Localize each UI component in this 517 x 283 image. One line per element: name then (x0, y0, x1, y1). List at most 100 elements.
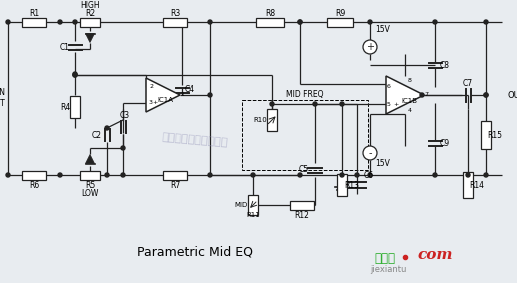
Text: 7: 7 (424, 93, 428, 98)
Circle shape (484, 93, 488, 97)
Text: 2: 2 (149, 85, 153, 89)
Bar (163, 170, 187, 179)
Circle shape (251, 173, 255, 177)
Text: IC1B: IC1B (401, 98, 417, 104)
Polygon shape (85, 155, 95, 164)
Text: C3: C3 (120, 112, 130, 121)
Text: HIGH: HIGH (80, 1, 100, 10)
Bar (163, 18, 187, 27)
Text: R11: R11 (246, 212, 260, 218)
Circle shape (298, 20, 302, 24)
Circle shape (105, 173, 109, 177)
Circle shape (484, 173, 488, 177)
Circle shape (433, 173, 437, 177)
Circle shape (420, 93, 424, 97)
Text: R6: R6 (29, 181, 39, 190)
Text: R12: R12 (295, 211, 310, 220)
Circle shape (313, 102, 317, 106)
Circle shape (466, 173, 470, 177)
Text: R14: R14 (469, 181, 484, 190)
Text: 6: 6 (387, 83, 391, 89)
Circle shape (208, 93, 212, 97)
Text: +: + (393, 102, 398, 106)
Text: 15V: 15V (375, 158, 390, 168)
Text: R2: R2 (85, 8, 95, 18)
Circle shape (73, 72, 77, 76)
Circle shape (6, 173, 10, 177)
Text: Parametric Mid EQ: Parametric Mid EQ (137, 245, 253, 258)
Text: R8: R8 (265, 8, 275, 18)
Text: IC1A: IC1A (157, 97, 173, 103)
Text: MID: MID (234, 202, 248, 208)
Bar (22, 18, 46, 27)
Text: C2: C2 (92, 130, 102, 140)
Text: C8: C8 (440, 61, 450, 70)
Text: +: + (152, 100, 157, 106)
Circle shape (484, 20, 488, 24)
Text: OUT: OUT (507, 91, 517, 100)
Text: R5: R5 (85, 181, 95, 190)
Circle shape (368, 20, 372, 24)
Text: MID FREQ: MID FREQ (286, 91, 324, 100)
Text: 3: 3 (149, 100, 153, 106)
Text: 1: 1 (180, 93, 184, 98)
Text: com: com (417, 248, 453, 262)
Circle shape (121, 146, 125, 150)
Circle shape (6, 20, 10, 24)
Circle shape (368, 173, 372, 177)
Text: R9: R9 (335, 8, 345, 18)
Text: R1: R1 (29, 8, 39, 18)
Circle shape (484, 93, 488, 97)
Bar (267, 109, 277, 131)
Text: IN
PUT: IN PUT (0, 88, 5, 108)
Text: 8: 8 (408, 78, 412, 83)
Text: C1: C1 (60, 42, 70, 52)
Circle shape (433, 20, 437, 24)
Circle shape (363, 40, 377, 54)
Circle shape (363, 146, 377, 160)
Bar (327, 18, 353, 27)
Text: C6: C6 (364, 170, 374, 179)
Circle shape (73, 73, 77, 77)
Text: C4: C4 (185, 85, 195, 95)
Text: jiexiantu: jiexiantu (370, 265, 406, 275)
Text: -: - (368, 148, 372, 158)
Text: R15: R15 (488, 130, 503, 140)
Circle shape (270, 102, 274, 106)
Bar (80, 18, 100, 27)
Polygon shape (85, 33, 95, 42)
Circle shape (340, 102, 344, 106)
Circle shape (121, 173, 125, 177)
Bar (481, 121, 491, 149)
Text: C9: C9 (440, 138, 450, 147)
Circle shape (208, 173, 212, 177)
Circle shape (58, 173, 62, 177)
Circle shape (340, 173, 344, 177)
Text: 接线图: 接线图 (374, 252, 396, 265)
Polygon shape (146, 78, 180, 112)
Bar (80, 170, 100, 179)
Bar (22, 170, 46, 179)
Circle shape (355, 173, 359, 177)
Text: R13: R13 (344, 181, 359, 190)
Text: R10: R10 (253, 117, 267, 123)
Text: 4: 4 (408, 108, 412, 113)
Text: C7: C7 (463, 78, 473, 87)
Text: R4: R4 (60, 102, 70, 112)
Text: 杭州将锋科技有限公司: 杭州将锋科技有限公司 (162, 132, 229, 148)
Circle shape (58, 20, 62, 24)
Text: R7: R7 (170, 181, 180, 190)
Circle shape (298, 20, 302, 24)
Circle shape (208, 20, 212, 24)
Bar (248, 195, 258, 215)
Text: 5: 5 (387, 102, 391, 106)
Circle shape (298, 173, 302, 177)
Bar (256, 18, 284, 27)
Bar (337, 174, 347, 196)
Circle shape (73, 73, 77, 77)
Text: R3: R3 (170, 8, 180, 18)
Circle shape (105, 126, 109, 130)
Text: +: + (366, 42, 374, 52)
Polygon shape (386, 76, 424, 114)
Bar (290, 200, 314, 209)
